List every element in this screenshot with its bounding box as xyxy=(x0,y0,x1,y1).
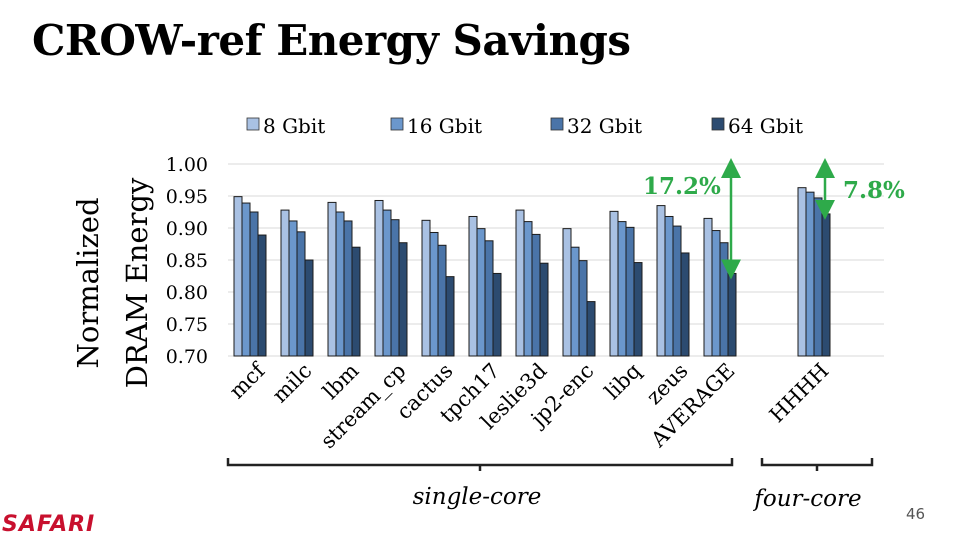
bar-AVERAGE-2 xyxy=(712,231,720,356)
page-number: 46 xyxy=(906,505,925,523)
y-tick-label: 1.00 xyxy=(166,154,208,176)
bar-zeus-3 xyxy=(673,226,681,356)
bar-libq-2 xyxy=(618,222,626,356)
bar-tpch17-2 xyxy=(477,229,485,356)
y-tick-label: 0.85 xyxy=(166,250,208,272)
legend-swatch-2 xyxy=(391,118,403,130)
y-tick-label: 0.75 xyxy=(166,314,208,336)
bar-leslie3d-4 xyxy=(540,263,548,356)
bar-milc-1 xyxy=(281,210,289,356)
bar-jp2-enc-4 xyxy=(587,302,595,356)
y-tick-label: 0.90 xyxy=(166,218,208,240)
bar-cactus-4 xyxy=(446,277,454,356)
gridlines xyxy=(228,164,884,356)
bar-leslie3d-2 xyxy=(524,222,532,356)
bar-tpch17-1 xyxy=(469,216,477,356)
bar-mcf-1 xyxy=(234,197,242,356)
bar-leslie3d-1 xyxy=(516,210,524,356)
legend-swatch-4 xyxy=(712,118,724,130)
legend-label-2: 16 Gbit xyxy=(407,114,482,138)
bar-zeus-4 xyxy=(681,253,689,356)
bar-lbm-2 xyxy=(336,212,344,356)
bar-zeus-1 xyxy=(657,206,665,356)
bar-stream_cp-1 xyxy=(375,200,383,356)
group-label-1: single-core xyxy=(413,484,542,510)
bar-milc-2 xyxy=(289,221,297,356)
bar-mcf-4 xyxy=(258,235,266,356)
group-brackets: single-core four-core xyxy=(228,458,872,512)
bar-lbm-4 xyxy=(352,247,360,356)
y-axis-label-line2: DRAM Energy xyxy=(120,177,154,388)
bar-stream_cp-4 xyxy=(399,243,407,356)
safari-logo: SAFARI xyxy=(2,512,95,537)
y-tick-label: 0.80 xyxy=(166,282,208,304)
bar-stream_cp-3 xyxy=(391,220,399,356)
bar-jp2-enc-3 xyxy=(579,261,587,356)
bar-libq-1 xyxy=(610,211,618,356)
bar-HHHH-3 xyxy=(814,198,822,356)
bar-mcf-2 xyxy=(242,203,250,356)
annotation-label-1: 17.2% xyxy=(643,173,721,200)
bar-HHHH-2 xyxy=(806,192,814,356)
bar-libq-4 xyxy=(634,263,642,356)
bar-cactus-2 xyxy=(430,232,438,356)
y-tick-label: 0.95 xyxy=(166,186,208,208)
bar-zeus-2 xyxy=(665,216,673,356)
y-axis-label-line1: Normalized xyxy=(71,197,105,368)
legend-swatch-1 xyxy=(247,118,259,130)
x-tick-label: HHHH xyxy=(765,359,834,428)
bar-AVERAGE-4 xyxy=(728,273,736,356)
bar-jp2-enc-2 xyxy=(571,247,579,356)
bar-AVERAGE-1 xyxy=(704,218,712,356)
legend-swatch-3 xyxy=(551,118,563,130)
bar-libq-3 xyxy=(626,227,634,356)
bar-HHHH-4 xyxy=(822,214,830,356)
bar-mcf-3 xyxy=(250,212,258,356)
y-axis-label: Normalized DRAM Energy xyxy=(71,177,154,388)
x-tick-label: mcf xyxy=(225,357,271,403)
bar-jp2-enc-1 xyxy=(563,229,571,356)
legend-label-3: 32 Gbit xyxy=(567,114,642,138)
bar-HHHH-1 xyxy=(798,188,806,356)
legend: 8 Gbit 16 Gbit 32 Gbit 64 Gbit xyxy=(247,114,803,138)
group-bracket-1 xyxy=(228,458,732,471)
y-tick-labels: 1.00 0.95 0.90 0.85 0.80 0.75 0.70 xyxy=(166,154,208,368)
bar-cactus-3 xyxy=(438,245,446,356)
bar-tpch17-4 xyxy=(493,273,501,356)
bar-lbm-3 xyxy=(344,221,352,356)
bar-AVERAGE-3 xyxy=(720,243,728,356)
bar-tpch17-3 xyxy=(485,241,493,356)
x-tick-label: libq xyxy=(600,359,645,404)
bar-milc-4 xyxy=(305,260,313,356)
y-tick-label: 0.70 xyxy=(166,346,208,368)
bar-cactus-1 xyxy=(422,220,430,356)
legend-label-4: 64 Gbit xyxy=(728,114,803,138)
group-bracket-2 xyxy=(762,458,872,471)
annotation-label-2: 7.8% xyxy=(843,177,905,204)
bar-milc-3 xyxy=(297,232,305,356)
bars xyxy=(234,188,830,356)
group-label-2: four-core xyxy=(752,486,861,512)
bar-stream_cp-2 xyxy=(383,210,391,356)
bar-leslie3d-3 xyxy=(532,234,540,356)
legend-label-1: 8 Gbit xyxy=(263,114,325,138)
x-tick-label: milc xyxy=(268,359,317,408)
bar-lbm-1 xyxy=(328,202,336,356)
